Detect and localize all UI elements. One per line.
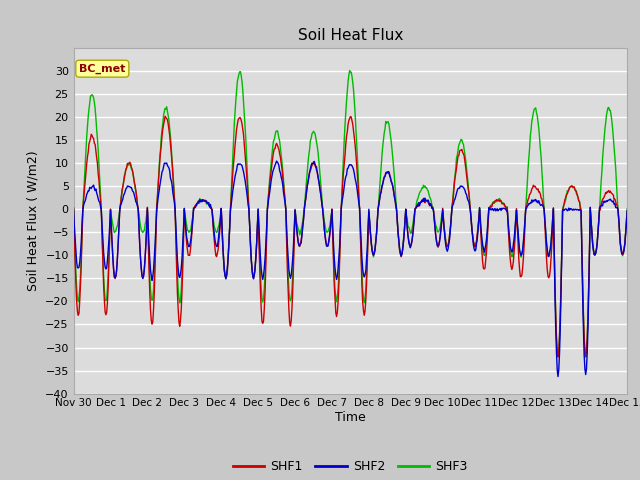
Y-axis label: Soil Heat Flux ( W/m2): Soil Heat Flux ( W/m2): [27, 151, 40, 291]
Legend: SHF1, SHF2, SHF3: SHF1, SHF2, SHF3: [228, 455, 473, 478]
Title: Soil Heat Flux: Soil Heat Flux: [298, 28, 403, 43]
X-axis label: Time: Time: [335, 411, 366, 424]
Text: BC_met: BC_met: [79, 63, 125, 74]
